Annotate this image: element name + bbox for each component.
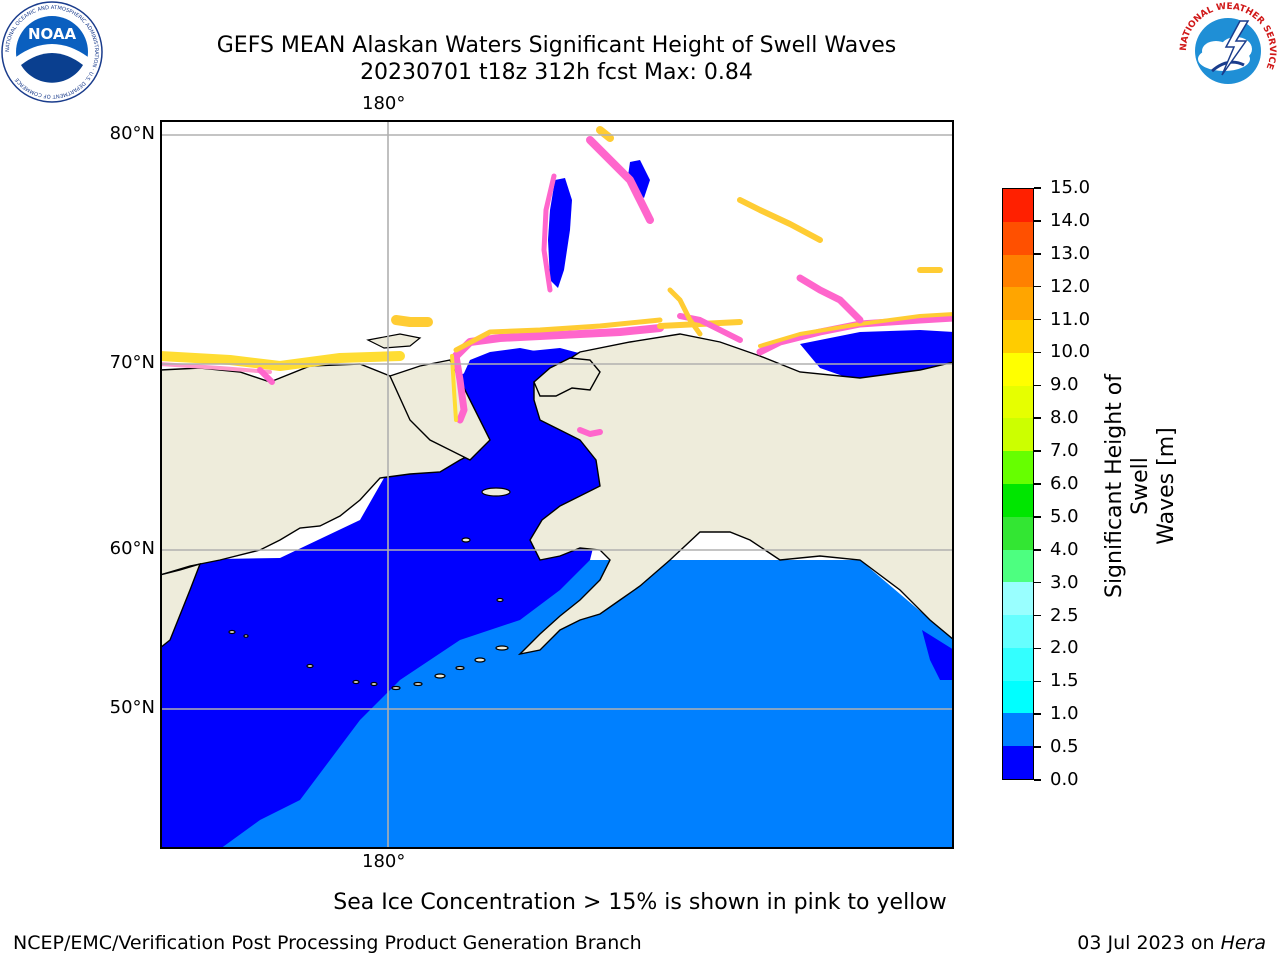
- lon-label-top: 180°: [362, 93, 406, 114]
- colorbar-segment: [1003, 221, 1033, 255]
- colorbar-tick-label: 1.5: [1050, 670, 1079, 692]
- colorbar-segment: [1003, 746, 1033, 779]
- footer-date: 03 Jul 2023 on: [1077, 932, 1221, 954]
- colorbar-tick-mark: [1034, 746, 1041, 748]
- colorbar-segment: [1003, 713, 1033, 747]
- colorbar-tick-label: 4.0: [1050, 538, 1079, 560]
- colorbar-segment: [1003, 451, 1033, 484]
- colorbar-segment: [1003, 254, 1033, 288]
- colorbar-tick-label: 12.0: [1050, 275, 1091, 297]
- colorbar-tick-mark: [1034, 417, 1041, 419]
- colorbar-ticks: 0.0 0.5 1.0 1.5 2.0 2.5 3.0 4.0 5.0 6.0 7.0 8.0 9.0 1…: [1034, 177, 1094, 790]
- footer-right: 03 Jul 2023 on Hera: [1077, 932, 1266, 954]
- noaa-logo-text: NOAA: [28, 25, 77, 43]
- colorbar-label-line2: Waves [m]: [1154, 427, 1179, 545]
- lat-label-60: 60°N: [109, 538, 155, 559]
- colorbar-tick-mark: [1034, 450, 1041, 452]
- colorbar-segment: [1003, 647, 1033, 681]
- colorbar-segment: [1003, 320, 1033, 353]
- colorbar-tick-label: 6.0: [1050, 473, 1079, 494]
- colorbar: [1002, 188, 1034, 780]
- colorbar-tick-label: 10.0: [1050, 341, 1091, 363]
- footer-left: NCEP/EMC/Verification Post Processing Pr…: [13, 932, 642, 954]
- chukotka-land: [389, 359, 491, 461]
- colorbar-tick-label: 9.0: [1050, 374, 1079, 396]
- arctic-water-patch-1: [548, 178, 572, 288]
- nws-logo: NATIONAL WEATHER SERVICE: [1178, 1, 1278, 101]
- colorbar-tick-label: 7.0: [1050, 440, 1079, 462]
- colorbar-segment: [1003, 615, 1033, 648]
- sea-ice-caption: Sea Ice Concentration > 15% is shown in …: [333, 890, 947, 915]
- colorbar-segment: [1003, 385, 1033, 419]
- colorbar-segment: [1003, 352, 1033, 386]
- alaska-land: [517, 333, 955, 656]
- map-title: GEFS MEAN Alaskan Waters Significant Hei…: [216, 33, 897, 58]
- colorbar-segment: [1003, 680, 1033, 714]
- colorbar-segment: [1003, 516, 1033, 550]
- colorbar-tick-mark: [1034, 220, 1041, 222]
- colorbar-tick-mark: [1034, 647, 1041, 650]
- colorbar-tick-mark: [1034, 516, 1041, 518]
- colorbar-label: Significant Height of Swell Waves [m]: [1102, 366, 1179, 606]
- colorbar-tick-mark: [1034, 680, 1041, 683]
- colorbar-segment: [1003, 188, 1033, 222]
- colorbar-tick-label: 0.5: [1050, 736, 1079, 758]
- colorbar-tick-label: 13.0: [1050, 242, 1091, 264]
- aleutian-islands: [228, 629, 509, 691]
- footer-host: Hera: [1220, 932, 1266, 954]
- colorbar-tick-mark: [1034, 549, 1041, 551]
- colorbar-tick-label: 1.0: [1050, 703, 1079, 725]
- colorbar-segment: [1003, 483, 1033, 517]
- colorbar-tick-mark: [1034, 285, 1041, 288]
- colorbar-label-line1: Significant Height of Swell: [1102, 373, 1153, 599]
- colorbar-tick-label: 2.5: [1050, 604, 1079, 626]
- colorbar-tick-label: 2.0: [1050, 637, 1079, 659]
- map-subtitle: 20230701 t18z 312h fcst Max: 0.84: [360, 60, 753, 85]
- colorbar-tick-label: 8.0: [1050, 407, 1079, 429]
- lon-label-bottom: 180°: [362, 851, 406, 872]
- siberia-land: [159, 363, 482, 576]
- colorbar-tick-mark: [1034, 384, 1041, 387]
- colorbar-tick-label: 3.0: [1050, 571, 1079, 593]
- map-panel: [155, 120, 958, 849]
- colorbar-tick-mark: [1034, 187, 1041, 189]
- lat-label-70: 70°N: [109, 352, 155, 373]
- graticule: [160, 120, 954, 849]
- bering-islands: [461, 487, 511, 603]
- colorbar-tick-mark: [1034, 581, 1041, 584]
- colorbar-tick-label: 14.0: [1050, 209, 1091, 231]
- noaa-logo: NOAA NATIONAL OCEANIC AND ATMOSPHERIC AD…: [1, 1, 103, 103]
- colorbar-tick-label: 15.0: [1050, 177, 1091, 198]
- colorbar-segment: [1003, 287, 1033, 321]
- colorbar-tick-mark: [1034, 779, 1041, 781]
- colorbar-segment: [1003, 549, 1033, 583]
- colorbar-tick-mark: [1034, 614, 1041, 617]
- map-canvas: [155, 120, 958, 849]
- sea-ice-band: [155, 126, 958, 437]
- colorbar-tick-mark: [1034, 713, 1041, 715]
- colorbar-tick-label: 11.0: [1050, 308, 1091, 330]
- wrangel-island: [366, 333, 422, 349]
- beaufort-sea-water: [800, 330, 954, 382]
- colorbar-tick-label: 5.0: [1050, 505, 1079, 527]
- colorbar-tick-label: 0.0: [1050, 769, 1079, 790]
- colorbar-tick-mark: [1034, 351, 1041, 354]
- seward-peninsula: [533, 357, 601, 397]
- colorbar-segment: [1003, 418, 1033, 452]
- lat-label-80: 80°N: [109, 123, 155, 144]
- lat-label-50: 50°N: [109, 697, 155, 718]
- colorbar-tick-mark: [1034, 483, 1041, 485]
- gulf-of-alaska-edge: [922, 630, 954, 680]
- colorbar-segment: [1003, 582, 1033, 616]
- colorbar-tick-mark: [1034, 318, 1041, 321]
- colorbar-tick-mark: [1034, 253, 1041, 255]
